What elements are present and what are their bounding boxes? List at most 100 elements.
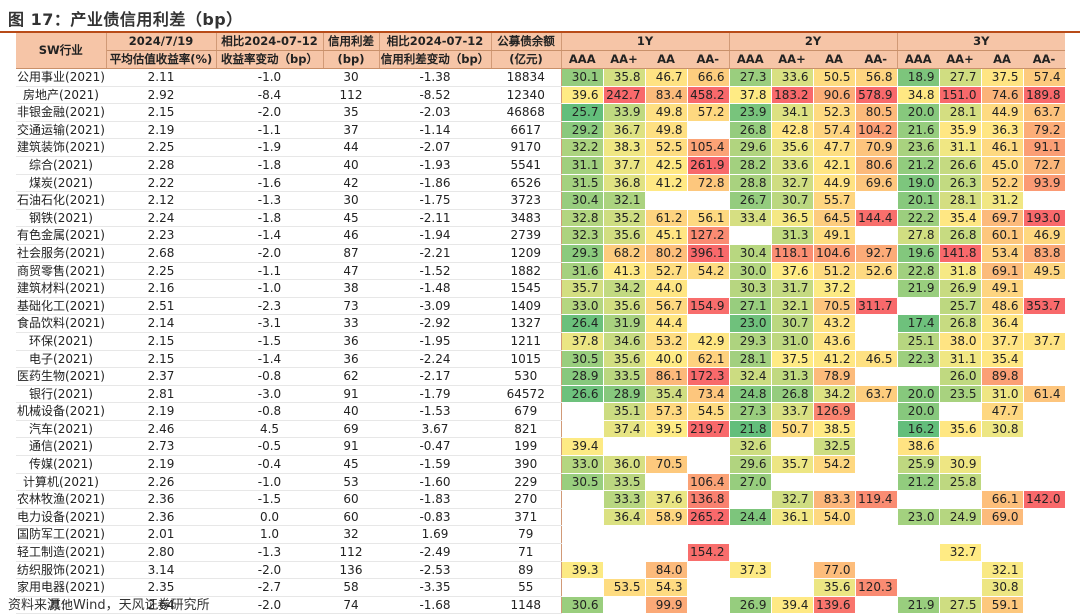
spread-y3-cell: 28.1 (939, 103, 982, 122)
spread-y2-cell: 38.5 (813, 420, 856, 439)
spread-y2-cell: 27.1 (729, 297, 772, 316)
spread-y3-cell: 61.4 (1023, 385, 1066, 404)
yield-change-cell: -1.0 (216, 279, 323, 298)
spread-y3-cell: 63.7 (1023, 103, 1066, 122)
yield-change-cell: -2.0 (216, 103, 323, 122)
spread-y3-cell: 25.1 (897, 332, 940, 351)
spread-change-cell: -0.47 (379, 437, 491, 457)
spread-y3-cell: 21.2 (897, 473, 940, 492)
spread-y2-cell: 39.4 (771, 596, 814, 615)
spread-y3-cell: 22.2 (897, 209, 940, 228)
header-spread: 信用利差 (323, 33, 380, 51)
spread-y1-cell: 127.2 (687, 226, 730, 245)
spread-y3-cell: 25.7 (939, 297, 982, 316)
table-row: 纺织服饰(2021) 3.14 -2.0 136 -2.53 89 39.3 84.0 37.3… (16, 561, 1066, 580)
spread-y3-cell: 26.8 (939, 314, 982, 333)
spread-y1-cell: 35.1 (603, 402, 646, 421)
spread-y1-cell: 34.6 (603, 332, 646, 351)
spread-y3-cell (1023, 561, 1066, 580)
yield-change-cell: -8.4 (216, 86, 323, 105)
table-row: 家用电器(2021) 2.35 -2.7 58 -3.35 55 53.5 54.3 35.6 1… (16, 578, 1066, 597)
spread-y3-cell: 20.0 (897, 402, 940, 421)
spread-y2-cell: 311.7 (855, 297, 898, 316)
spread-change-cell: -1.52 (379, 262, 491, 281)
spread-y3-cell: 21.6 (897, 121, 940, 140)
spread-y2-cell (771, 543, 814, 562)
spread-change-cell: -1.60 (379, 473, 491, 492)
spread-y3-cell: 37.7 (1023, 332, 1066, 351)
header-chg-spread-sub: 信用利差变动（bp） (379, 50, 492, 69)
spread-y1-cell: 458.2 (687, 86, 730, 105)
table-row: 医药生物(2021) 2.37 -0.8 62 -2.17 530 28.9 33.5 86.1… (16, 367, 1066, 386)
table-row: 交通运输(2021) 2.19 -1.1 37 -1.14 6617 29.2 36.7 49.… (16, 121, 1066, 140)
table-row: 农林牧渔(2021) 2.36 -1.5 60 -1.83 270 33.3 37.6 136.… (16, 490, 1066, 509)
spread-y3-cell: 353.7 (1023, 297, 1066, 316)
spread-y1-cell: 53.5 (603, 578, 646, 597)
spread-change-cell: -1.14 (379, 121, 491, 140)
spread-y3-cell: 22.3 (897, 350, 940, 369)
spread-y1-cell: 35.4 (645, 385, 688, 404)
spread-y1-cell: 35.7 (561, 279, 604, 298)
spread-y1-cell (687, 596, 730, 615)
spread-y1-cell: 35.8 (603, 68, 646, 87)
spread-y2-cell: 80.6 (855, 156, 898, 175)
spread-y2-cell: 54.2 (813, 455, 856, 474)
yield-cell: 3.14 (106, 561, 216, 580)
spread-change-cell: -2.21 (379, 244, 491, 263)
spread-y3-cell: 32.7 (939, 543, 982, 562)
spread-y1-cell: 84.0 (645, 561, 688, 580)
spread-y2-cell: 104.6 (813, 244, 856, 263)
spread-y3-cell: 31.8 (939, 262, 982, 281)
balance-cell: 1211 (491, 332, 562, 351)
spread-y1-cell: 36.0 (603, 455, 646, 474)
spread-y2-cell: 37.5 (771, 350, 814, 369)
figure-title: 图 17：产业债信用利差（bp） (8, 10, 243, 29)
spread-y2-cell: 31.3 (771, 367, 814, 386)
spread-y1-cell: 30.6 (561, 596, 604, 615)
spread-y3-cell: 142.0 (1023, 490, 1066, 509)
spread-change-cell: 3.67 (379, 420, 491, 439)
spread-y3-cell: 31.2 (981, 191, 1024, 210)
spread-y1-cell: 32.2 (561, 138, 604, 157)
spread-y3-cell (939, 437, 982, 457)
yield-change-cell: -1.4 (216, 350, 323, 369)
spread-table-wrap: SW行业 2024/7/19 相比2024-07-12 信用利差 相比2024-… (16, 33, 1066, 615)
spread-y1-cell: 32.3 (561, 226, 604, 245)
spread-y3-cell: 19.0 (897, 174, 940, 193)
industry-cell: 农林牧渔(2021) (16, 490, 106, 509)
spread-y1-cell: 261.9 (687, 156, 730, 175)
spread-y1-cell: 31.5 (561, 174, 604, 193)
spread-cell: 62 (323, 367, 379, 386)
spread-y2-cell: 30.4 (729, 244, 772, 263)
spread-y2-cell (855, 314, 898, 333)
spread-y1-cell: 57.2 (687, 103, 730, 122)
spread-y1-cell: 54.2 (687, 262, 730, 281)
spread-y2-cell (813, 473, 856, 492)
industry-cell: 商贸零售(2021) (16, 262, 106, 281)
spread-y3-cell (897, 525, 940, 545)
spread-y2-cell: 35.6 (813, 578, 856, 597)
spread-y1-cell: 66.6 (687, 68, 730, 87)
spread-y3-cell: 36.4 (981, 314, 1024, 333)
spread-y2-cell: 92.7 (855, 244, 898, 263)
table-row: 环保(2021) 2.15 -1.5 36 -1.95 1211 37.8 34.6 53.2 4… (16, 332, 1066, 351)
yield-change-cell: -0.4 (216, 455, 323, 474)
yield-cell: 2.28 (106, 156, 216, 175)
spread-change-cell: -1.68 (379, 596, 491, 615)
spread-cell: 32 (323, 525, 379, 545)
yield-change-cell: -0.5 (216, 437, 323, 457)
spread-cell: 42 (323, 174, 379, 193)
header-date: 2024/7/19 (106, 33, 217, 51)
spread-y3-cell: 24.9 (939, 508, 982, 527)
spread-change-cell: -1.95 (379, 332, 491, 351)
balance-cell: 46868 (491, 103, 562, 122)
yield-cell: 2.15 (106, 103, 216, 122)
industry-cell: 汽车(2021) (16, 420, 106, 439)
spread-y1-cell: 49.8 (645, 121, 688, 140)
yield-cell: 2.01 (106, 525, 216, 545)
spread-y2-cell: 50.5 (813, 68, 856, 87)
table-row: 公用事业(2021) 2.11 -1.0 30 -1.38 18834 30.1 35.8 46… (16, 68, 1066, 87)
spread-y1-cell: 28.9 (603, 385, 646, 404)
spread-change-cell: -2.92 (379, 314, 491, 333)
balance-cell: 3483 (491, 209, 562, 228)
